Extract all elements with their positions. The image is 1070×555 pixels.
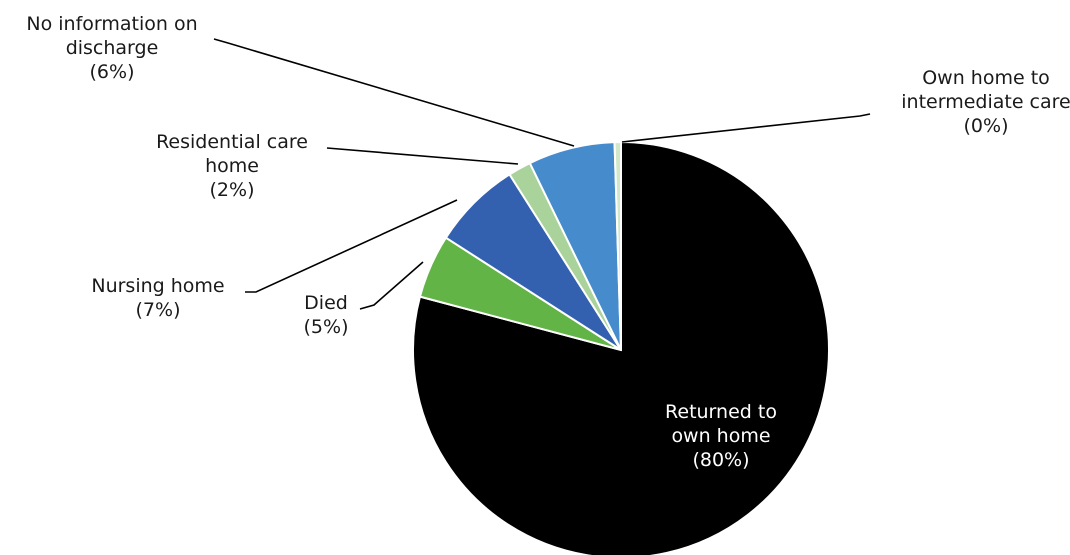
leader-line-nursing-home xyxy=(245,199,458,293)
pie-slice-returned-home xyxy=(412,140,830,555)
slice-label-line: Residential care xyxy=(156,131,308,153)
slice-label-line: own home xyxy=(671,425,770,447)
leader-line-residential-care xyxy=(326,147,519,165)
slice-label-line: (80%) xyxy=(692,449,749,471)
slice-label-intermediate-care: Own home to intermediate care (0%) xyxy=(901,67,1070,137)
slice-label-died: Died (5%) xyxy=(304,292,349,338)
leader-lines xyxy=(213,38,871,310)
leader-line-intermediate-care xyxy=(621,113,871,143)
slice-label-line: discharge xyxy=(66,37,159,59)
slice-label-line: Died xyxy=(304,292,348,314)
pie-slices xyxy=(412,140,830,555)
slice-labels: Returned to own home (80%) Died (5%) Nursing … xyxy=(26,13,1070,471)
slice-label-nursing-home: Nursing home (7%) xyxy=(91,275,224,321)
slice-label-line: home xyxy=(205,155,259,177)
slice-label-line: (5%) xyxy=(304,316,349,338)
slice-label-line: (0%) xyxy=(964,115,1009,137)
slice-label-residential-care: Residential care home (2%) xyxy=(156,131,308,201)
slice-label-line: (6%) xyxy=(90,61,135,83)
slice-label-line: (7%) xyxy=(136,299,181,321)
slice-label-line: No information on xyxy=(26,13,197,35)
leader-line-died xyxy=(359,261,424,310)
slice-label-no-information: No information on discharge (6%) xyxy=(26,13,197,83)
slice-label-line: Returned to xyxy=(665,401,777,423)
slice-label-returned-home: Returned to own home (80%) xyxy=(665,401,777,471)
slice-label-line: Own home to xyxy=(922,67,1050,89)
slice-label-line: (2%) xyxy=(210,179,255,201)
slice-label-line: intermediate care xyxy=(901,91,1070,113)
leader-line-no-information xyxy=(213,38,575,147)
pie-slice-intermediate-care xyxy=(613,140,622,351)
slice-label-line: Nursing home xyxy=(91,275,224,297)
